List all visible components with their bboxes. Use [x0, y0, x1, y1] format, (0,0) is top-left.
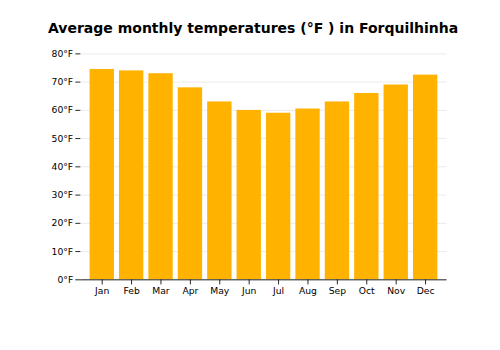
svg-text:Sep: Sep [329, 285, 347, 296]
svg-text:Feb: Feb [123, 285, 139, 296]
html-text:Average monthly temperatures (: Average monthly temperatures (°F ) in Fo… [48, 20, 459, 36]
svg-text:80°F: 80°F [52, 48, 74, 59]
svg-text:70°F: 70°F [52, 76, 74, 87]
svg-text:50°F: 50°F [52, 133, 74, 144]
svg-text:40°F: 40°F [52, 161, 74, 172]
svg-text:Aug: Aug [299, 285, 317, 296]
svg-text:20°F: 20°F [52, 217, 74, 228]
svg-text:30°F: 30°F [52, 189, 74, 200]
svg-text:May: May [210, 285, 230, 296]
svg-text:Oct: Oct [359, 285, 375, 296]
svg-text:Jun: Jun [241, 285, 257, 296]
svg-text:10°F: 10°F [52, 246, 74, 257]
svg-text:0°F: 0°F [57, 274, 73, 285]
svg-text:Mar: Mar [152, 285, 170, 296]
svg-text:Jul: Jul [272, 285, 284, 296]
svg-text:Apr: Apr [182, 285, 198, 296]
svg-text:Jan: Jan [94, 285, 109, 296]
svg-text:Nov: Nov [387, 285, 406, 296]
svg-text:Dec: Dec [417, 285, 435, 296]
svg-text:60°F: 60°F [52, 104, 74, 115]
